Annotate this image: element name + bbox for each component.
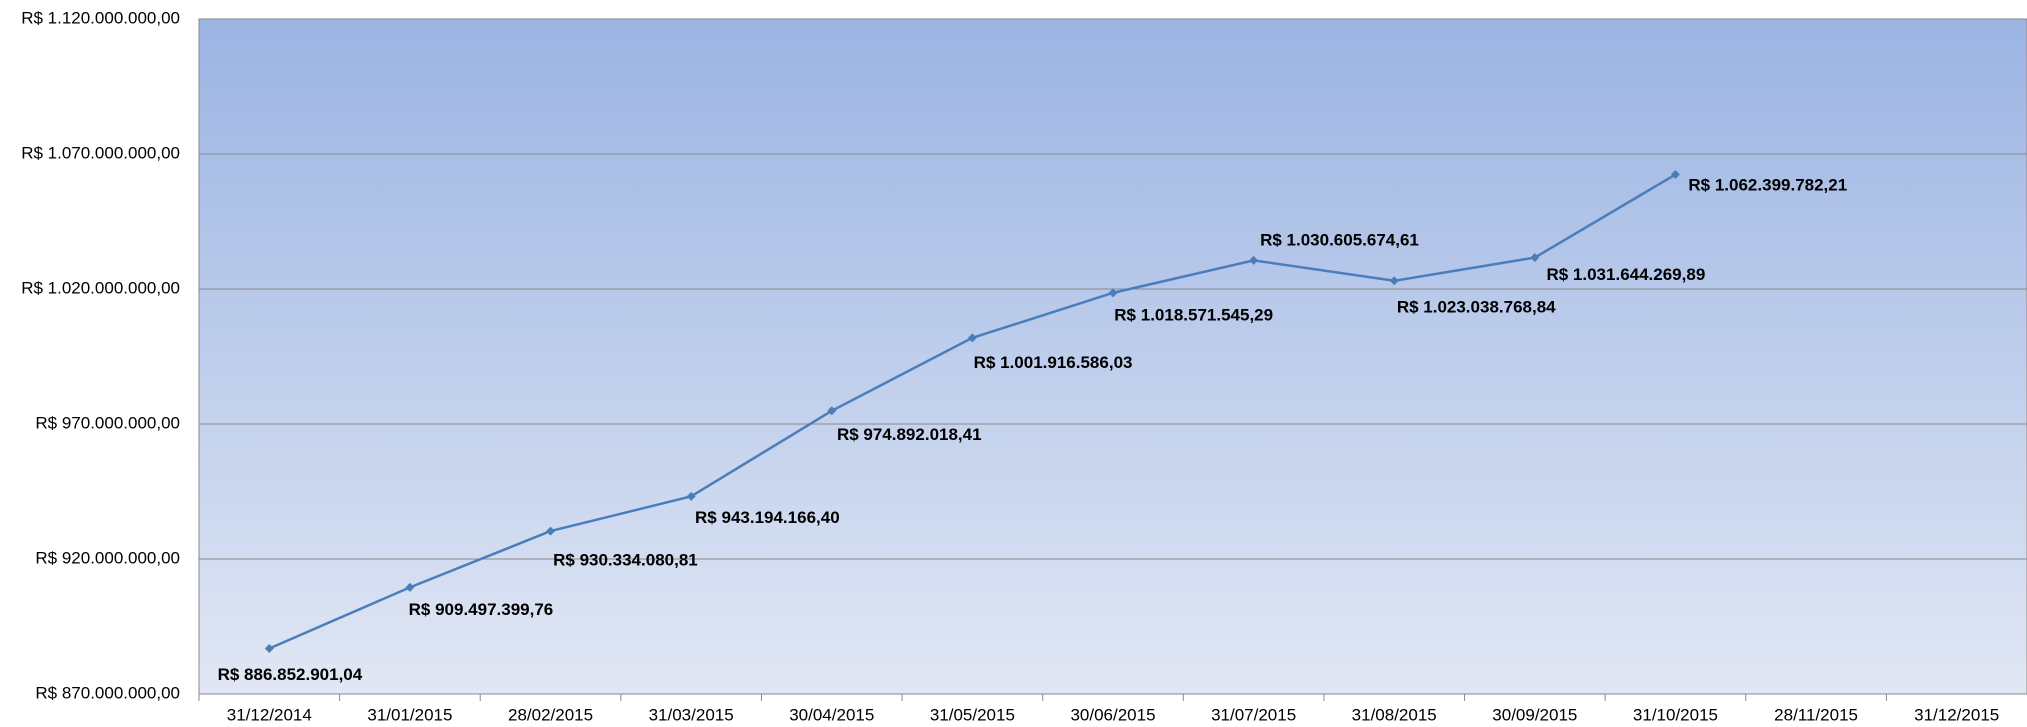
x-tick-label: 31/01/2015 xyxy=(367,705,452,724)
x-tick-label: 31/05/2015 xyxy=(930,705,1015,724)
data-point xyxy=(827,406,837,416)
x-tick-label: 31/12/2014 xyxy=(227,705,312,724)
data-label: R$ 1.018.571.545,29 xyxy=(1114,306,1273,325)
data-label: R$ 930.334.080,81 xyxy=(553,550,698,569)
x-tick-label: 31/07/2015 xyxy=(1211,705,1296,724)
data-label: R$ 1.031.644.269,89 xyxy=(1546,265,1705,284)
y-tick-label: R$ 920.000.000,00 xyxy=(35,548,180,567)
x-tick-label: 30/09/2015 xyxy=(1492,705,1577,724)
x-tick-label: 31/08/2015 xyxy=(1352,705,1437,724)
data-point xyxy=(686,491,696,501)
y-tick-label: R$ 870.000.000,00 xyxy=(35,683,180,702)
data-point xyxy=(1389,276,1399,286)
data-label: R$ 886.852.901,04 xyxy=(218,665,363,684)
data-label: R$ 943.194.166,40 xyxy=(695,508,840,527)
y-tick-label: R$ 970.000.000,00 xyxy=(35,413,180,432)
data-point xyxy=(1530,253,1540,263)
data-label: R$ 909.497.399,76 xyxy=(409,600,554,619)
x-tick-label: 31/12/2015 xyxy=(1914,705,1999,724)
data-label: R$ 1.030.605.674,61 xyxy=(1260,230,1419,249)
data-point xyxy=(967,333,977,343)
data-point xyxy=(264,643,274,653)
data-label: R$ 1.062.399.782,21 xyxy=(1688,176,1847,195)
data-point xyxy=(1670,170,1680,180)
y-tick-label: R$ 1.120.000.000,00 xyxy=(21,8,180,27)
data-point xyxy=(1249,255,1259,265)
x-tick-label: 30/06/2015 xyxy=(1070,705,1155,724)
y-tick-label: R$ 1.020.000.000,00 xyxy=(21,278,180,297)
x-tick-label: 28/02/2015 xyxy=(508,705,593,724)
data-point xyxy=(546,526,556,536)
x-tick-label: 30/04/2015 xyxy=(789,705,874,724)
x-tick-label: 28/11/2015 xyxy=(1774,705,1858,724)
data-label: R$ 974.892.018,41 xyxy=(837,425,982,444)
data-label: R$ 1.023.038.768,84 xyxy=(1397,297,1556,316)
data-label: R$ 1.001.916.586,03 xyxy=(974,353,1133,372)
x-tick-label: 31/03/2015 xyxy=(649,705,734,724)
data-point xyxy=(1108,288,1118,298)
data-point xyxy=(405,582,415,592)
x-tick-label: 31/10/2015 xyxy=(1633,705,1718,724)
y-tick-label: R$ 1.070.000.000,00 xyxy=(21,143,180,162)
plot-area xyxy=(198,18,2027,695)
